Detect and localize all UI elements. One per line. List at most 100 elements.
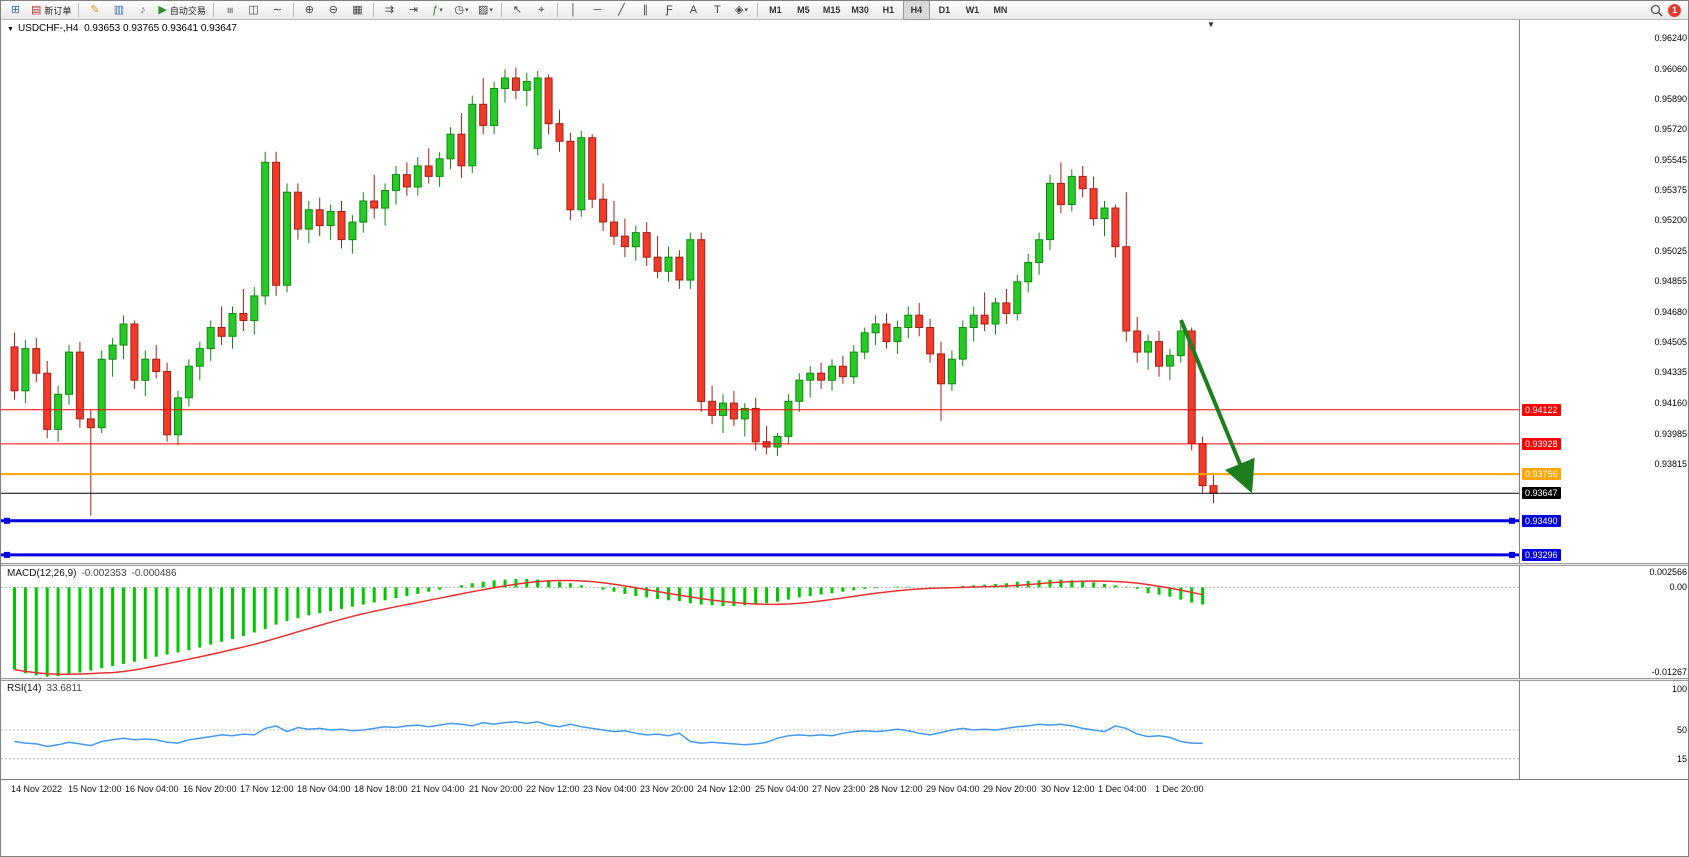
arrows-button[interactable]: ◈ ▾ [730,1,753,19]
candle-body [141,358,150,381]
time-axis-label: 15 Nov 12:00 [68,784,122,794]
autotrading-button[interactable]: ▶ 自动交易 [155,1,208,19]
rsi-plot[interactable] [1,681,1519,779]
rsi-axis-label: 100 [1671,684,1687,694]
zoom-in-icon: ⊕ [304,3,315,16]
zoom-in-button[interactable]: ⊕ [298,1,321,19]
new-chart-button[interactable]: ⊞ [4,1,27,19]
sound-button[interactable]: ♪ [131,1,154,19]
cursor-button[interactable]: ↖ [506,1,529,19]
zoom-out-icon: ⊖ [328,3,339,16]
candle-body [54,393,63,430]
terminal-button[interactable]: ▥ [107,1,130,19]
candlestick-chart-button[interactable]: ◫ [242,1,265,19]
new-order-button[interactable]: ▤ 新订单 [28,1,74,19]
metaeditor-button[interactable]: ✎ [83,1,106,19]
chart-shift-icon: ⇥ [408,3,419,16]
fibonacci-icon: Ƒ [666,3,673,16]
bar-chart-icon: ≡ [223,6,236,14]
candle-body [359,200,368,223]
channel-icon: ∥ [642,3,649,16]
candle-body [642,232,651,258]
timeframe-d1-button[interactable]: D1 [938,5,951,15]
candle-body [413,165,422,188]
periods-button[interactable]: ◷ ▾ [450,1,473,19]
chart-shift-button[interactable]: ⇥ [402,1,425,19]
time-axis-label: 23 Nov 20:00 [640,784,694,794]
candle-body [577,137,586,211]
candle-body [337,211,346,241]
macd-axis: 0.002566 0.00 -0.01267 [1519,566,1688,678]
text-label-icon: T [714,3,721,16]
tile-windows-button[interactable]: ▦ [346,1,369,19]
price-chart-plot[interactable] [1,20,1519,563]
timeframe-m15-button[interactable]: M15 [822,5,841,15]
candle-body [490,88,499,126]
search-icon[interactable] [1650,4,1663,17]
text-button[interactable]: A [682,1,705,19]
candle-body [348,221,357,241]
candle-body [784,400,793,437]
one-click-trading-toggle[interactable]: ▼ [7,26,14,33]
chart-ohlc-values: 0.93653 0.93765 0.93641 0.93647 [84,23,237,34]
time-axis-label: 16 Nov 20:00 [183,784,237,794]
toolbar-separator [292,3,294,17]
price-line-badge: 0.93296 [1522,549,1561,561]
candle-body [1165,355,1174,367]
zoom-out-button[interactable]: ⊖ [322,1,345,19]
candle-body [261,161,270,297]
time-axis-label: 28 Nov 12:00 [869,784,923,794]
rsi-axis-label: 15 [1676,754,1687,764]
timeframe-mn-button[interactable]: MN [993,5,1008,15]
trend-arrow-annotation[interactable] [1179,319,1255,494]
candle-body [402,174,411,188]
macd-panel: MACD(12,26,9) -0.002353 -0.000486 0.002566… [1,566,1688,678]
toolbar-separator [372,3,374,17]
price-axis-label: 0.93815 [1654,459,1687,469]
text-label-button[interactable]: T [706,1,729,19]
price-axis-label: 0.95200 [1654,215,1687,225]
candle-body [599,198,608,223]
time-axis[interactable]: 14 Nov 2022 15 Nov 12:00 16 Nov 04:00 16 No… [1,779,1688,800]
crosshair-button[interactable]: ⌖ [530,1,553,19]
tile-windows-icon: ▦ [352,3,363,16]
scroll-to-end-marker[interactable]: ▼ [1207,20,1215,29]
price-axis-label: 0.94855 [1654,276,1687,286]
timeframe-h1-button[interactable]: H1 [882,5,895,15]
candle-body [544,77,553,125]
candle-body [228,313,237,337]
periods-icon: ◷ [454,3,464,16]
panel-separator[interactable] [1,563,1688,566]
toolbar-separator [78,3,80,17]
timeframe-m30-button[interactable]: M30 [851,5,869,15]
candle-body [871,323,880,334]
line-chart-button[interactable]: ∼ [266,1,289,19]
indicators-button[interactable]: ƒ ▾ [426,1,449,19]
macd-plot[interactable] [1,566,1519,678]
candle-body [1035,239,1044,263]
line-handle[interactable] [1509,551,1515,558]
macd-indicator-name: MACD(12,26,9) [7,568,77,579]
candle-body [1024,262,1033,283]
timeframe-m5-button[interactable]: M5 [797,5,810,15]
notification-badge[interactable]: 1 [1668,3,1681,17]
vertical-line-button[interactable]: │ [562,1,585,19]
timeframe-m1-button[interactable]: M1 [769,5,782,15]
timeframe-w1-button[interactable]: W1 [965,5,980,15]
auto-scroll-button[interactable]: ⇉ [378,1,401,19]
channel-button[interactable]: ∥ [634,1,657,19]
candle-body [926,327,935,355]
line-handle[interactable] [1509,517,1515,524]
timeframe-h4-button[interactable]: H4 [902,1,930,20]
templates-button[interactable]: ▨ ▾ [474,1,497,19]
price-axis-label: 0.93985 [1654,429,1687,439]
candle-body [588,137,597,200]
panel-separator[interactable] [1,678,1688,681]
line-handle[interactable] [4,517,10,524]
bar-chart-button[interactable]: ≡ [218,1,241,19]
line-handle[interactable] [4,551,10,558]
trendline-button[interactable]: ╱ [610,1,633,19]
horizontal-line-button[interactable]: ─ [586,1,609,19]
fibonacci-button[interactable]: Ƒ [658,1,681,19]
